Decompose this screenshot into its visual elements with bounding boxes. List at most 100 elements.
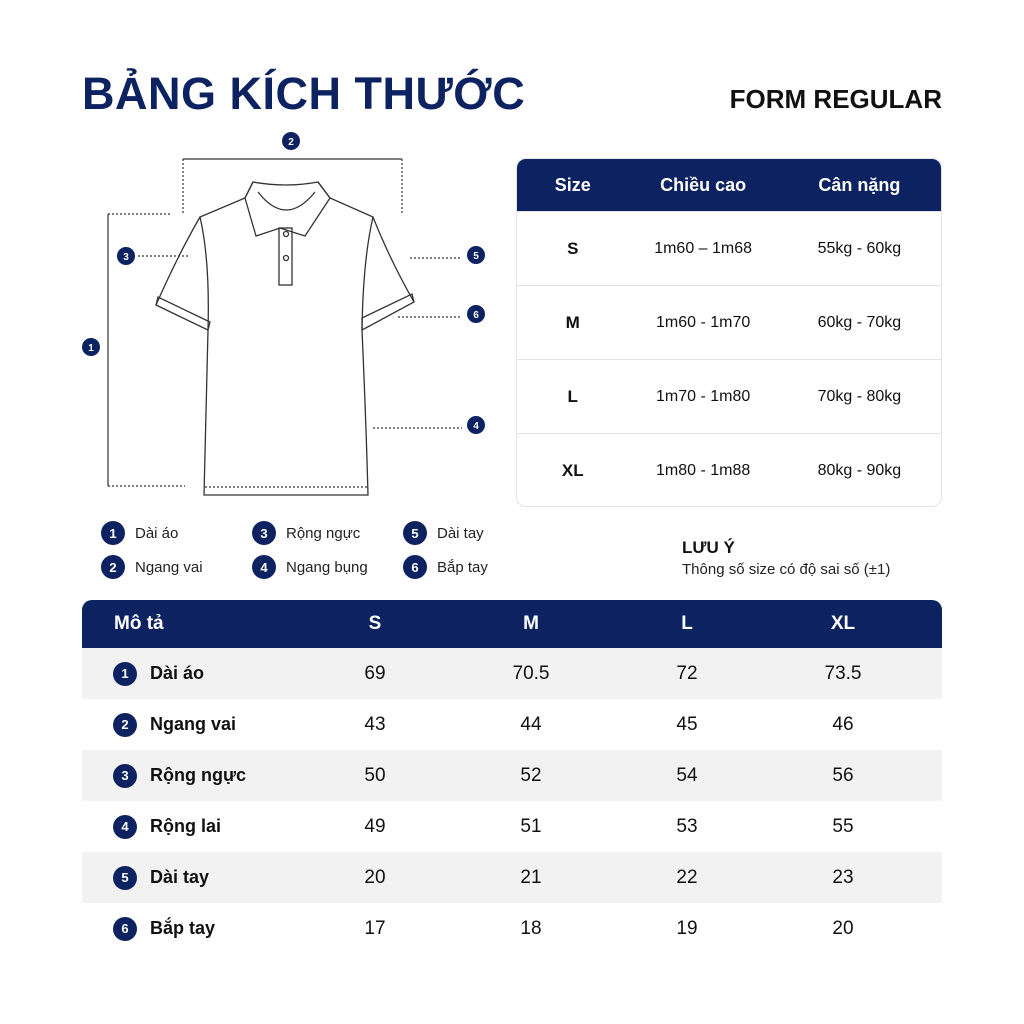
- svg-text:3: 3: [123, 252, 129, 263]
- size: S: [567, 238, 579, 258]
- measurement-value: 70.5: [512, 662, 550, 684]
- measurement-value: 44: [520, 713, 542, 735]
- header-height: Chiều cao: [660, 174, 747, 195]
- legend-item: 6 Bắp tay: [403, 555, 488, 579]
- measurement-value: 55: [832, 815, 854, 837]
- header-xl: XL: [830, 613, 856, 634]
- size-row: XL 1m80 - 1m88 80kg - 90kg: [517, 433, 941, 506]
- header-l: L: [681, 613, 693, 634]
- marker-2-icon: 2: [282, 132, 300, 150]
- header-s: S: [368, 613, 382, 634]
- row-label: 4 Rộng lai: [82, 814, 297, 839]
- measurement-table: Mô tả S M L XL 1 Dài áo 69 70.5 72 73.5 2 Ngang…: [82, 600, 942, 954]
- size: M: [565, 312, 580, 332]
- svg-text:6: 6: [473, 310, 479, 321]
- height: 1m70 - 1m80: [655, 387, 751, 405]
- marker-3-icon: 3: [252, 521, 276, 545]
- marker-3-icon: 3: [113, 763, 137, 788]
- measurement-value: 21: [520, 866, 542, 888]
- measurement-value: 20: [364, 866, 386, 888]
- weight: 55kg - 60kg: [817, 239, 902, 257]
- size-row: S 1m60 – 1m68 55kg - 60kg: [517, 211, 941, 285]
- measurement-rows: 1 Dài áo 69 70.5 72 73.5 2 Ngang vai 43 44 45 46 3 Rộ…: [82, 648, 942, 954]
- measurement-name: Rộng ngực: [150, 765, 247, 785]
- marker-5-icon: 5: [113, 865, 137, 890]
- legend-label: Ngang vai: [135, 558, 203, 576]
- marker-5-icon: 5: [467, 246, 485, 264]
- size-row: M 1m60 - 1m70 60kg - 70kg: [517, 285, 941, 359]
- polo-shirt-icon: [155, 181, 415, 496]
- measurement-value: 69: [364, 662, 386, 684]
- marker-4-icon: 4: [467, 416, 485, 434]
- table-row: 5 Dài tay 20 21 22 23: [82, 852, 942, 903]
- shirt-diagram: 1 2 3 4 5 6: [82, 132, 485, 496]
- measurement-name: Dài áo: [150, 663, 205, 683]
- size: L: [567, 386, 578, 406]
- size: XL: [561, 460, 584, 480]
- marker-6-icon: 6: [113, 916, 137, 941]
- measurement-table-header: Mô tả S M L XL: [82, 600, 942, 648]
- table-row: 6 Bắp tay 17 18 19 20: [82, 903, 942, 954]
- legend-item: 2 Ngang vai: [101, 555, 203, 579]
- measurement-value: 17: [364, 917, 386, 939]
- weight: 80kg - 90kg: [817, 461, 902, 479]
- measurement-value: 53: [676, 815, 698, 837]
- page-title: BẢNG KÍCH THƯỚC: [82, 68, 526, 119]
- header-size: Size: [554, 174, 591, 195]
- measurement-value: 19: [676, 917, 698, 939]
- legend-item: 3 Rộng ngực: [252, 521, 360, 545]
- measurement-name: Bắp tay: [150, 918, 216, 938]
- row-label: 5 Dài tay: [82, 865, 297, 890]
- marker-6-icon: 6: [403, 555, 427, 579]
- marker-4-icon: 4: [113, 814, 137, 839]
- marker-2-icon: 2: [101, 555, 125, 579]
- measurement-value: 20: [832, 917, 854, 939]
- svg-text:5: 5: [473, 251, 479, 262]
- marker-5-icon: 5: [403, 521, 427, 545]
- height: 1m60 - 1m70: [655, 313, 751, 331]
- measurement-value: 72: [676, 662, 698, 684]
- header-description: Mô tả: [114, 613, 164, 634]
- measurement-name: Dài tay: [150, 867, 210, 887]
- measurement-value: 22: [676, 866, 698, 888]
- measurement-name: Rộng lai: [150, 816, 221, 836]
- svg-text:4: 4: [473, 421, 479, 432]
- measurement-name: Ngang vai: [150, 714, 237, 734]
- note-text: Thông số size có độ sai số (±1): [682, 561, 891, 578]
- measurement-value: 23: [832, 866, 854, 888]
- legend-label: Rộng ngực: [286, 524, 361, 542]
- measurement-value: 18: [520, 917, 542, 939]
- legend-label: Ngang bụng: [286, 558, 368, 576]
- table-row: 2 Ngang vai 43 44 45 46: [82, 699, 942, 750]
- measurement-value: 43: [364, 713, 386, 735]
- measurement-value: 73.5: [824, 662, 862, 684]
- size-table-header: Size Chiều cao Cân nặng: [517, 159, 941, 211]
- marker-4-icon: 4: [252, 555, 276, 579]
- svg-text:1: 1: [88, 343, 94, 354]
- measurement-value: 46: [832, 713, 854, 735]
- weight: 70kg - 80kg: [817, 387, 902, 405]
- size-table: Size Chiều cao Cân nặng S 1m60 – 1m68 55kg…: [516, 158, 942, 507]
- table-row: 1 Dài áo 69 70.5 72 73.5: [82, 648, 942, 699]
- row-label: 6 Bắp tay: [82, 916, 297, 941]
- legend-label: Dài tay: [437, 524, 484, 542]
- row-label: 1 Dài áo: [82, 661, 297, 686]
- header-m: M: [523, 613, 539, 634]
- measurement-value: 52: [520, 764, 542, 786]
- row-label: 3 Rộng ngực: [82, 763, 297, 788]
- note-title: LƯU Ý: [682, 538, 735, 557]
- measurement-value: 49: [364, 815, 386, 837]
- measurement-value: 50: [364, 764, 386, 786]
- measurement-value: 54: [676, 764, 698, 786]
- weight: 60kg - 70kg: [817, 313, 902, 331]
- height: 1m80 - 1m88: [655, 461, 751, 479]
- table-row: 3 Rộng ngực 50 52 54 56: [82, 750, 942, 801]
- marker-3-icon: 3: [117, 247, 135, 265]
- measurement-value: 45: [676, 713, 698, 735]
- table-row: 4 Rộng lai 49 51 53 55: [82, 801, 942, 852]
- marker-2-icon: 2: [113, 712, 137, 737]
- legend-item: 4 Ngang bụng: [252, 555, 368, 579]
- marker-1-icon: 1: [101, 521, 125, 545]
- legend-item: 5 Dài tay: [403, 521, 484, 545]
- height: 1m60 – 1m68: [654, 239, 753, 257]
